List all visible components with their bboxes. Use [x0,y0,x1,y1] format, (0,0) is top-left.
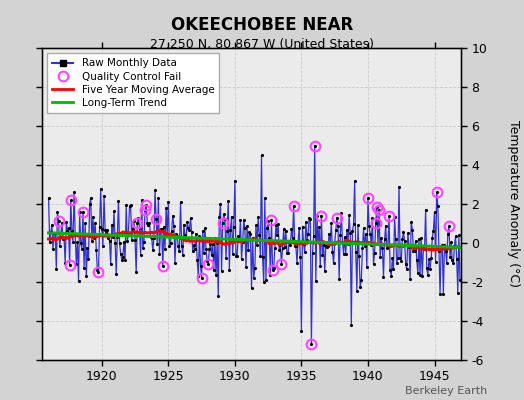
Text: Berkeley Earth: Berkeley Earth [405,386,487,396]
Legend: Raw Monthly Data, Quality Control Fail, Five Year Moving Average, Long-Term Tren: Raw Monthly Data, Quality Control Fail, … [47,53,220,113]
Y-axis label: Temperature Anomaly (°C): Temperature Anomaly (°C) [507,120,520,288]
Text: OKEECHOBEE NEAR: OKEECHOBEE NEAR [171,16,353,34]
Text: 27.250 N, 80.867 W (United States): 27.250 N, 80.867 W (United States) [150,38,374,51]
